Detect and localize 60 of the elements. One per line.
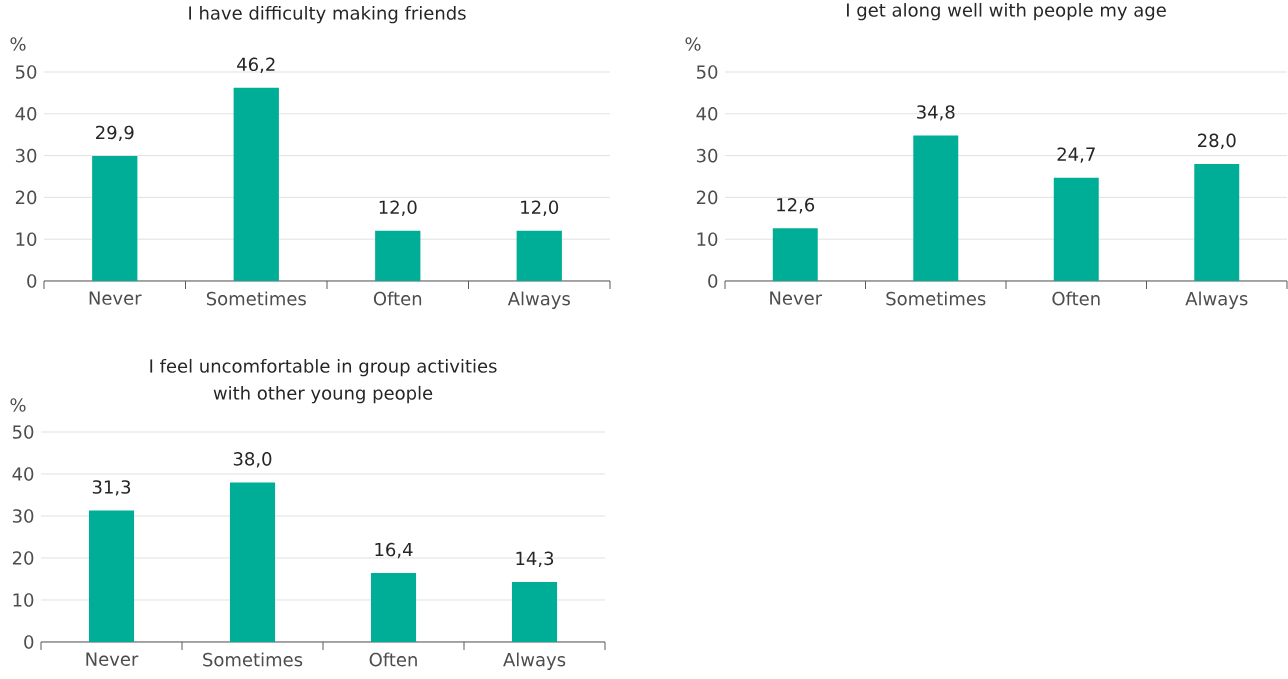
bar — [516, 230, 562, 281]
y-tick-label: 50 — [696, 65, 718, 79]
y-tick-label: 40 — [12, 467, 34, 481]
x-tick-label: Sometimes — [206, 291, 306, 306]
bar — [375, 230, 421, 281]
x-tick-label: Never — [89, 291, 142, 305]
y-tick-label: 10 — [13, 593, 34, 607]
y-axis-title: % — [685, 37, 701, 51]
chart-title: I feel uncomfortable in group activities with other young people — [150, 358, 497, 404]
x-tick-label: Often — [1052, 291, 1100, 306]
y-tick-label: 20 — [15, 190, 37, 205]
y-tick-label: 0 — [24, 635, 34, 649]
data-label: 38,0 — [233, 452, 272, 468]
x-tick-label: Never — [86, 652, 139, 666]
bar — [1053, 177, 1099, 281]
data-label: 29,9 — [96, 125, 134, 142]
data-label: 24,7 — [1057, 147, 1095, 163]
y-tick-label: 50 — [12, 425, 34, 439]
x-tick-label: Always — [1185, 291, 1248, 309]
x-tick-label: Sometimes — [203, 652, 303, 667]
chart-title: I have difficulty making friends — [189, 5, 466, 24]
y-tick-label: 20 — [12, 551, 34, 565]
x-tick-label: Often — [369, 652, 417, 667]
y-tick-label: 20 — [696, 190, 718, 205]
y-axis-title: % — [10, 398, 26, 412]
x-tick-label: Always — [503, 652, 566, 670]
data-label: 12,6 — [777, 197, 815, 214]
bar — [511, 581, 558, 642]
bar — [772, 228, 818, 281]
chart-title: I get along well with people my age — [847, 2, 1166, 21]
bar — [913, 135, 959, 281]
data-label: 16,4 — [375, 542, 413, 559]
y-tick-label: 40 — [15, 106, 37, 121]
y-tick-label: 30 — [12, 509, 34, 523]
y-tick-label: 50 — [15, 65, 37, 79]
x-tick-label: Sometimes — [886, 291, 986, 306]
y-tick-label: 40 — [696, 106, 718, 121]
data-label: 34,8 — [917, 105, 955, 121]
data-label: 14,3 — [516, 551, 554, 568]
x-tick-label: Often — [373, 291, 422, 306]
y-tick-label: 30 — [15, 148, 37, 163]
y-tick-label: 10 — [16, 232, 37, 246]
data-label: 28,0 — [1198, 133, 1236, 150]
bar — [1194, 163, 1240, 281]
y-axis-title: % — [10, 37, 26, 51]
y-tick-label: 0 — [27, 274, 37, 288]
x-tick-label: Always — [507, 291, 570, 309]
data-label: 12,0 — [379, 200, 417, 216]
data-label: 46,2 — [237, 57, 275, 73]
y-tick-label: 30 — [696, 148, 718, 163]
bar — [370, 573, 417, 642]
data-label: 12,0 — [521, 200, 559, 216]
bar — [233, 87, 279, 281]
bar — [229, 482, 276, 642]
bar — [92, 156, 138, 281]
data-label: 31,3 — [92, 480, 131, 496]
bar — [88, 510, 135, 642]
x-tick-label: Never — [770, 291, 823, 305]
y-tick-label: 0 — [708, 274, 718, 288]
y-tick-label: 10 — [697, 232, 718, 246]
